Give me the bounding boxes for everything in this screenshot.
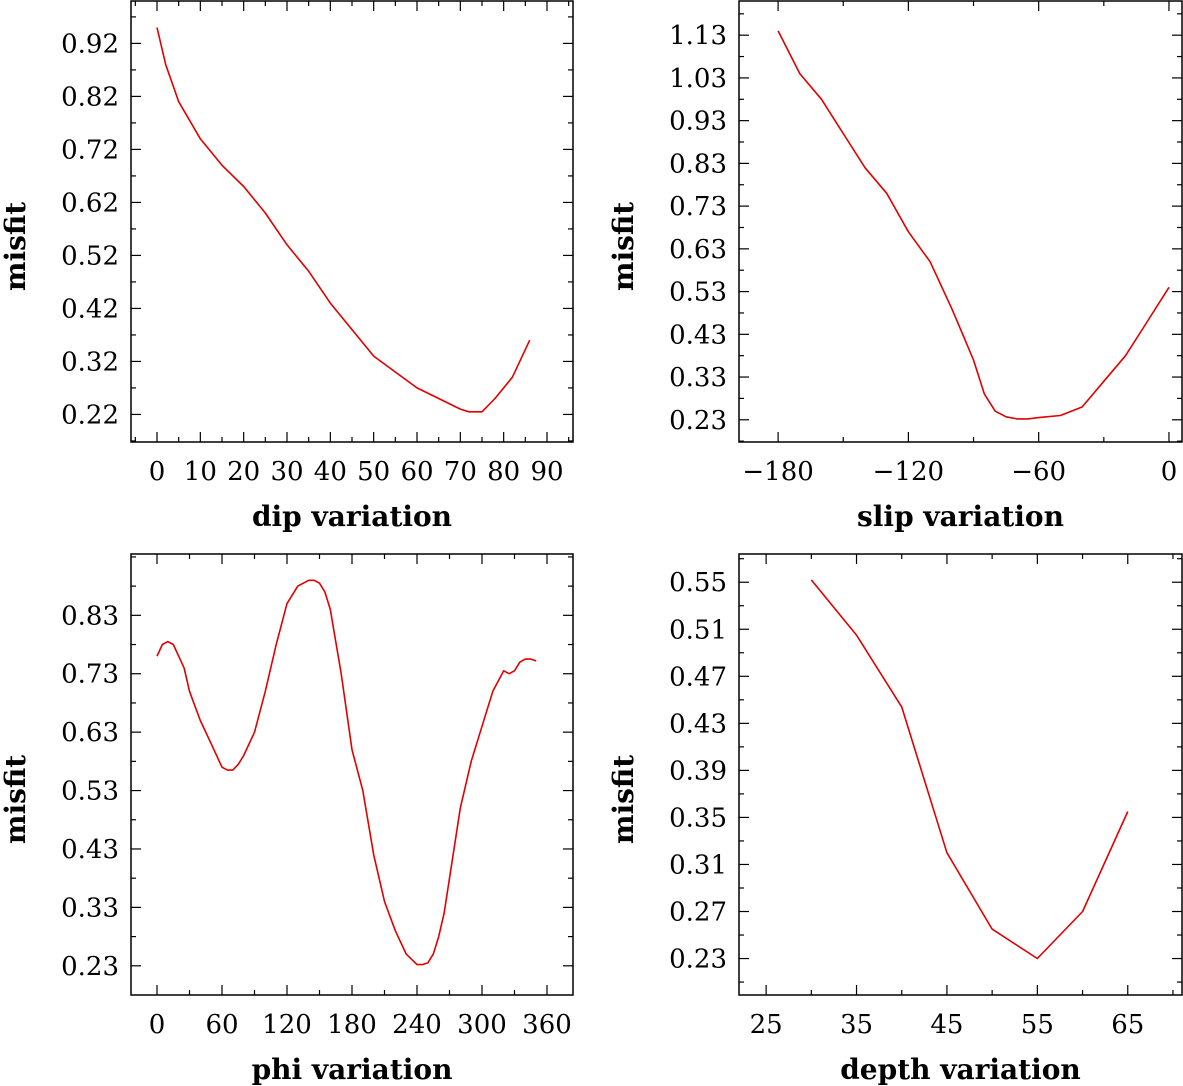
series-line-dip [156, 27, 531, 413]
x-tick-label: 360 [522, 1010, 572, 1040]
x-tick-label: −180 [742, 457, 813, 487]
x-tick-label: 180 [327, 1010, 377, 1040]
y-tick-label: 0.43 [669, 320, 727, 350]
y-tick-label: 0.53 [669, 278, 727, 308]
plot-frame-depth [738, 553, 1183, 996]
x-tick-label: 120 [262, 1010, 312, 1040]
x-axis-label: phi variation [252, 1053, 453, 1086]
series-line-slip [777, 30, 1170, 420]
y-tick-label: 0.22 [61, 400, 119, 430]
y-tick-label: 0.83 [669, 149, 727, 179]
y-tick-label: 1.03 [669, 64, 727, 94]
chart-panel-slip: −180 −120 −60 0 0.23 0.33 0.43 0.53 0.63 0.73 0.83… [607, 0, 1183, 533]
plot-frame-phi [130, 553, 574, 996]
x-tick-label: 55 [1021, 1010, 1054, 1040]
y-tick-label: 0.39 [669, 756, 727, 786]
y-tick-label: 0.27 [669, 898, 727, 928]
x-axis-label: depth variation [840, 1053, 1081, 1086]
y-tick-label: 0.52 [61, 241, 119, 271]
y-tick-label: 0.35 [669, 803, 727, 833]
x-axis-label: dip variation [252, 500, 452, 533]
x-tick-label: 0 [1161, 457, 1178, 487]
y-tick-label: 0.43 [61, 835, 119, 865]
y-tick-label: 0.51 [669, 615, 727, 645]
x-tick-label: 50 [357, 457, 390, 487]
series-line-phi [156, 579, 537, 966]
x-tick-label: 35 [840, 1010, 873, 1040]
y-tick-label: 0.72 [61, 135, 119, 165]
y-tick-label: 0.23 [669, 945, 727, 975]
y-axis-label: misfit [0, 755, 32, 844]
y-tick-label: 0.32 [61, 347, 119, 377]
x-tick-label: 10 [184, 457, 217, 487]
chart-panel-phi: 0 60 120 180 240 300 360 0.23 0.33 0.43 0.53 0.63 0.… [0, 553, 574, 1086]
y-tick-label: 0.62 [61, 188, 119, 218]
x-axis-label: slip variation [857, 500, 1064, 533]
x-tick-label: 240 [392, 1010, 442, 1040]
y-tick-label: 0.73 [61, 660, 119, 690]
x-tick-label: 60 [205, 1010, 238, 1040]
y-tick-label: 0.82 [61, 82, 119, 112]
x-tick-label: 30 [270, 457, 303, 487]
x-tick-label: 0 [149, 457, 166, 487]
x-tick-label: 0 [149, 1010, 166, 1040]
y-tick-label: 0.33 [61, 893, 119, 923]
y-tick-label: 0.55 [669, 568, 727, 598]
y-tick-label: 0.23 [61, 952, 119, 982]
y-tick-label: 0.83 [61, 601, 119, 631]
chart-panel-dip: 0 10 20 30 40 50 60 70 80 90 0.22 0.32 0.42 0.52 0.62 0… [0, 0, 574, 533]
plot-frame-dip [130, 0, 574, 443]
x-tick-label: 20 [227, 457, 260, 487]
y-tick-label: 0.42 [61, 294, 119, 324]
x-tick-label: 300 [457, 1010, 507, 1040]
chart-panel-depth: 25 35 45 55 65 0.23 0.27 0.31 0.35 0.39 0.43 0.47 0.… [607, 553, 1183, 1086]
x-tick-label: 90 [530, 457, 563, 487]
y-tick-label: 1.13 [669, 21, 727, 51]
plot-frame-slip [738, 0, 1183, 443]
y-tick-label: 0.47 [669, 662, 727, 692]
x-tick-label: 45 [930, 1010, 963, 1040]
x-tick-label: 80 [487, 457, 520, 487]
x-tick-label: 60 [400, 457, 433, 487]
series-line-depth [810, 579, 1129, 960]
x-tick-label: 25 [750, 1010, 783, 1040]
y-tick-label: 0.33 [669, 363, 727, 393]
x-tick-label: 70 [444, 457, 477, 487]
x-tick-label: −60 [1011, 457, 1066, 487]
y-axis-label: misfit [607, 202, 640, 291]
x-tick-label: 65 [1111, 1010, 1144, 1040]
y-tick-label: 0.53 [61, 777, 119, 807]
y-tick-label: 0.63 [669, 235, 727, 265]
y-tick-label: 0.31 [669, 850, 727, 880]
x-tick-label: 40 [314, 457, 347, 487]
y-tick-label: 0.93 [669, 107, 727, 137]
y-axis-label: misfit [607, 755, 640, 844]
y-axis-label: misfit [0, 202, 32, 291]
y-tick-label: 0.63 [61, 718, 119, 748]
y-tick-label: 0.92 [61, 29, 119, 59]
y-tick-label: 0.23 [669, 406, 727, 436]
y-tick-label: 0.73 [669, 192, 727, 222]
y-tick-label: 0.43 [669, 709, 727, 739]
x-tick-label: −120 [873, 457, 944, 487]
